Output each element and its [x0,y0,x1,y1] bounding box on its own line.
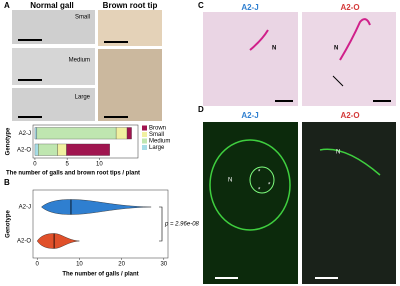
bar-segment [36,127,117,140]
panel-title: A2-O [340,3,359,12]
bar-segment [34,143,39,156]
y-axis-label: Genotype [6,210,12,238]
x-axis-label: The number of galls and brown root tips … [6,171,140,177]
panel-title: A2-J [241,111,258,120]
panel-label: A [4,1,10,10]
legend-swatch [142,138,147,144]
bar-segment [66,143,110,156]
photo-title: Normal gall [30,1,74,10]
photo [98,10,162,46]
micrograph [302,122,396,284]
size-label: Medium [69,58,90,64]
bar-segment [38,143,58,156]
legend-swatch [142,125,147,131]
legend-label: Medium [149,139,170,145]
x-tick-label: 30 [160,262,167,268]
y-tick-label: A2-O [17,239,31,245]
x-tick-label: 10 [96,162,103,168]
photo [12,88,95,121]
x-tick-label: 0 [33,162,37,168]
panel-label: D [198,105,204,114]
photo [12,48,95,85]
panel-title: A2-J [241,3,258,12]
legend-label: Large [149,145,165,151]
x-tick-label: 20 [118,262,125,268]
bar-segment [126,127,132,140]
size-label: Large [75,95,91,101]
y-tick-label: A2-O [17,147,31,153]
y-tick-label: A2-J [19,205,31,211]
mark-label: N [228,178,232,184]
micrograph [203,122,298,284]
micrograph [203,12,298,106]
legend-label: Small [149,132,164,138]
bar-segment [115,127,128,140]
annotation: p = 2.96e-08 [164,222,200,228]
y-axis-label: Genotype [6,127,12,155]
mark-label: N [334,46,338,52]
panel-title: A2-O [340,111,359,120]
legend-swatch [142,145,147,150]
size-label: Small [75,15,90,21]
panel-label: C [198,1,204,10]
mark-label: N [336,150,340,156]
photo [12,10,95,44]
mark-label: N [272,46,276,52]
bar-segment [34,127,38,140]
legend-swatch [142,132,147,137]
mark-label: * [258,188,261,194]
violin [41,199,152,215]
legend-label: Brown [149,126,166,132]
x-tick-label: 0 [36,262,40,268]
photo-title: Brown root tip [103,1,158,10]
micrograph [302,12,396,106]
panel-label: B [4,178,10,187]
x-tick-label: 5 [65,162,69,168]
mark-label: * [268,183,271,189]
photo [98,49,162,121]
bracket [159,206,163,242]
y-tick-label: A2-J [19,131,31,137]
x-axis-label: The number of galls / plant [62,272,138,278]
mark-label: * [258,170,261,176]
x-tick-label: 10 [76,262,83,268]
violin [36,233,80,249]
bar-segment [57,143,67,156]
